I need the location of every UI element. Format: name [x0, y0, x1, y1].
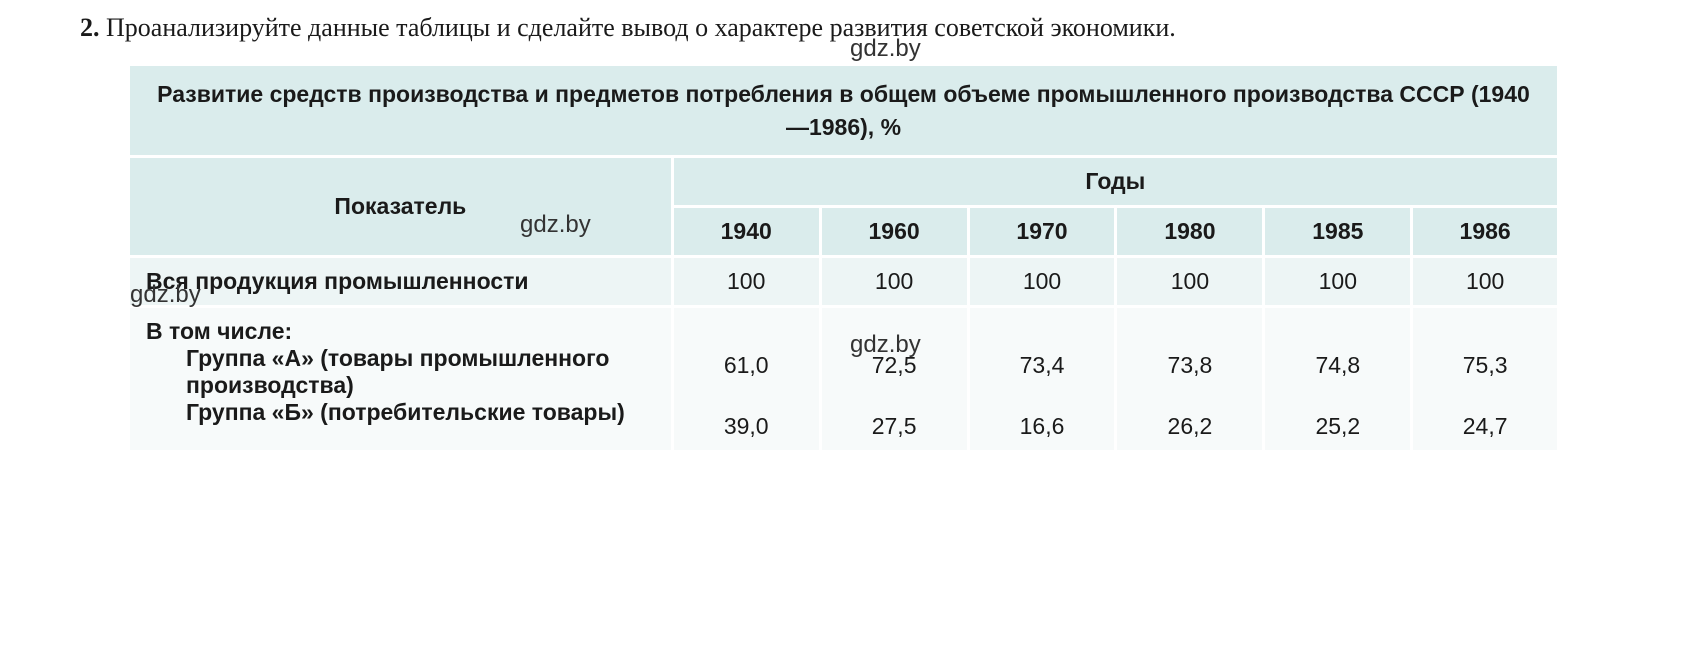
cell-a-1986: 75,3	[1429, 352, 1541, 379]
year-1980: 1980	[1116, 206, 1264, 256]
cell-a-1985: 74,8	[1281, 352, 1394, 379]
cell-b-1980: 26,2	[1133, 413, 1246, 440]
question-text: 2. Проанализируйте данные таблицы и сдел…	[40, 10, 1647, 46]
cell-total-1960: 100	[820, 256, 968, 306]
cell-b-1970: 16,6	[986, 413, 1099, 440]
cell-groups-1940: 61,0 39,0	[672, 306, 820, 450]
cell-b-1985: 25,2	[1281, 413, 1394, 440]
cell-a-1970: 73,4	[986, 352, 1099, 379]
cell-groups-1986: 75,3 24,7	[1412, 306, 1557, 450]
table-title-row: Развитие средств производства и предмето…	[130, 66, 1557, 156]
cell-total-1985: 100	[1264, 256, 1412, 306]
cell-total-1980: 100	[1116, 256, 1264, 306]
cell-groups-1985: 74,8 25,2	[1264, 306, 1412, 450]
table-row-total: Вся продукция промышленности 100 100 100…	[130, 256, 1557, 306]
cell-a-1980: 73,8	[1133, 352, 1246, 379]
cell-a-1940: 61,0	[690, 352, 803, 379]
question-body: Проанализируйте данные таблицы и сделайт…	[106, 13, 1176, 42]
row-label-total: Вся продукция промышленности	[130, 256, 672, 306]
row-label-groups: В том числе: Группа «А» (товары промышле…	[130, 306, 672, 450]
label-group-b: Группа «Б» (потребительские товары)	[146, 399, 655, 426]
data-table: Развитие средств производства и предмето…	[130, 66, 1557, 449]
cell-total-1940: 100	[672, 256, 820, 306]
year-1970: 1970	[968, 206, 1116, 256]
label-group-a: Группа «А» (товары промышленного произво…	[146, 345, 655, 399]
year-1960: 1960	[820, 206, 968, 256]
year-1940: 1940	[672, 206, 820, 256]
table-wrapper: gdz.by gdz.by gdz.by Развитие средств пр…	[40, 66, 1647, 449]
table-row-groups: В том числе: Группа «А» (товары промышле…	[130, 306, 1557, 450]
cell-groups-1980: 73,8 26,2	[1116, 306, 1264, 450]
cell-groups-1970: 73,4 16,6	[968, 306, 1116, 450]
year-1985: 1985	[1264, 206, 1412, 256]
years-header: Годы	[672, 156, 1557, 206]
header-row-1: Показатель Годы	[130, 156, 1557, 206]
question-number: 2.	[80, 13, 100, 42]
year-1986: 1986	[1412, 206, 1557, 256]
cell-total-1970: 100	[968, 256, 1116, 306]
cell-b-1960: 27,5	[838, 413, 951, 440]
cell-b-1986: 24,7	[1429, 413, 1541, 440]
label-intro: В том числе:	[146, 318, 292, 344]
cell-b-1940: 39,0	[690, 413, 803, 440]
cell-a-1960: 72,5	[838, 352, 951, 379]
indicator-header: Показатель	[130, 156, 672, 256]
cell-total-1986: 100	[1412, 256, 1557, 306]
table-title: Развитие средств производства и предмето…	[130, 66, 1557, 156]
cell-groups-1960: 72,5 27,5	[820, 306, 968, 450]
